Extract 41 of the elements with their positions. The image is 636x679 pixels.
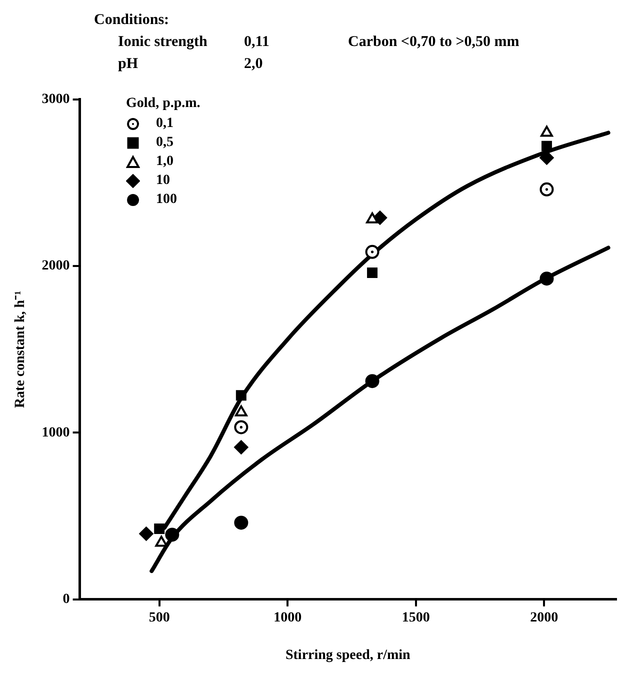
legend-label: 0,5 xyxy=(156,134,174,150)
legend-label: 1,0 xyxy=(156,154,174,170)
point xyxy=(234,420,248,434)
legend-title: Gold, p.p.m. xyxy=(126,96,200,112)
y-tick-label: 3000 xyxy=(42,92,70,108)
text: 2,0 xyxy=(244,56,263,73)
point xyxy=(234,516,248,530)
text: Ionic strength xyxy=(118,34,208,51)
line-series xyxy=(150,246,610,574)
point xyxy=(367,267,378,278)
point xyxy=(365,374,380,388)
point xyxy=(154,523,165,534)
point xyxy=(366,212,378,224)
text: Conditions: xyxy=(94,12,170,29)
legend-label: 10 xyxy=(156,172,170,188)
point xyxy=(541,140,552,152)
point xyxy=(540,182,554,196)
point xyxy=(155,536,168,547)
point xyxy=(236,390,246,401)
y-tick-label: 1000 xyxy=(42,425,70,440)
text: Carbon <0,70 to >0,50 mm xyxy=(348,34,520,51)
point xyxy=(372,210,387,225)
point xyxy=(139,526,154,541)
y-tick-label: 0 xyxy=(62,592,70,608)
legend-label: 0,1 xyxy=(156,116,174,132)
x-axis-title: Stirring speed, r/min xyxy=(285,648,411,664)
x-tick-label: 1500 xyxy=(402,610,430,626)
y-tick-label: 2000 xyxy=(42,258,70,274)
x-tick-label: 500 xyxy=(148,610,170,626)
point xyxy=(234,440,248,454)
point xyxy=(234,405,248,416)
x-tick-label: 2000 xyxy=(530,610,558,626)
point xyxy=(365,244,380,259)
legend-label: 100 xyxy=(156,192,177,208)
point xyxy=(540,272,554,286)
text: pH xyxy=(118,56,138,73)
point xyxy=(540,126,553,137)
x-tick-label: 1000 xyxy=(274,610,302,626)
text: 0,11 xyxy=(244,34,270,51)
point xyxy=(165,528,180,542)
y-axis-title: Rate constant k, h⁻¹ xyxy=(13,290,28,408)
